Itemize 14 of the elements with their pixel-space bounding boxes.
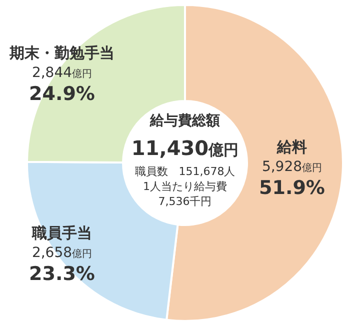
- data-label: 2,844億円: [32, 65, 92, 81]
- slice-label: 期末・勤勉手当: [8, 44, 114, 62]
- text: 24.9%: [29, 83, 95, 105]
- text: 1人当たり給与費: [143, 180, 227, 193]
- text: 23.3%: [29, 263, 95, 285]
- text: 7,536千円: [158, 195, 212, 208]
- slice-label: 給料: [276, 138, 307, 156]
- text: 給与費総額: [149, 112, 220, 129]
- slice-label: 職員手当: [31, 224, 92, 242]
- data-label: 2,658億円: [32, 245, 92, 261]
- text: 51.9%: [259, 177, 325, 199]
- text: 11,430億円: [131, 136, 239, 160]
- data-label: 5,928億円: [262, 159, 322, 175]
- text: 職員数 151,678人: [134, 165, 236, 178]
